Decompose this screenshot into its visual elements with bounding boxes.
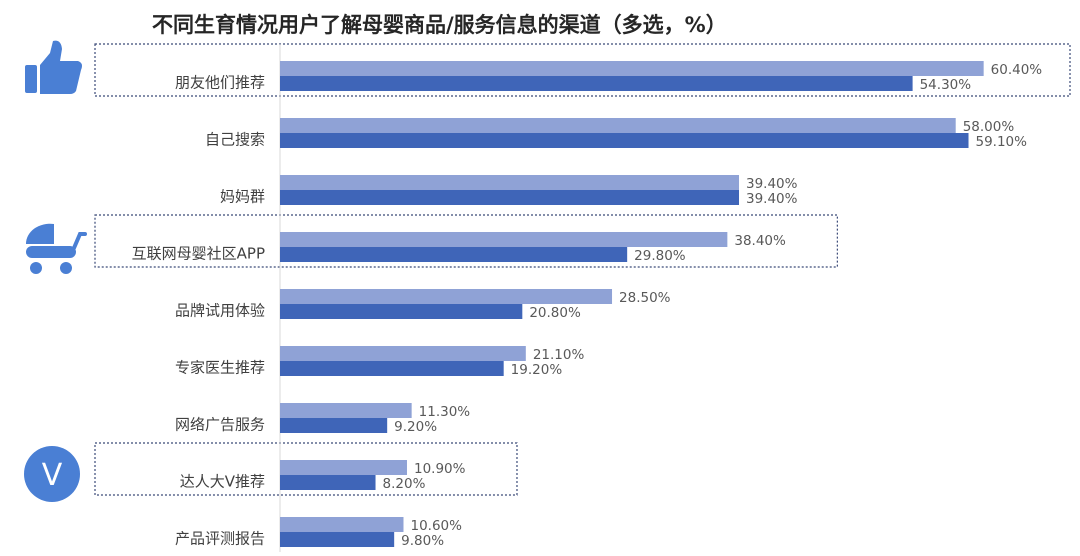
- highlight-boxes: [94, 43, 1071, 496]
- data-label: 39.40%: [746, 176, 798, 192]
- bar: [280, 346, 526, 361]
- data-label: 11.30%: [419, 404, 471, 420]
- v-badge-icon: V: [24, 446, 80, 502]
- chart-title: 不同生育情况用户了解母婴商品/服务信息的渠道（多选，%）: [152, 13, 727, 37]
- data-label: 20.80%: [529, 305, 581, 321]
- data-label: 10.60%: [410, 518, 462, 534]
- bar: [280, 517, 404, 532]
- category-label: 妈妈群: [220, 188, 265, 206]
- data-label: 39.40%: [746, 191, 798, 207]
- highlight-box: [94, 442, 518, 496]
- category-label: 品牌试用体验: [175, 302, 265, 320]
- bar: [280, 532, 395, 547]
- category-label: 达人大V推荐: [180, 473, 265, 491]
- data-label: 21.10%: [533, 347, 585, 363]
- bar: [280, 304, 523, 319]
- category-label: 互联网母婴社区APP: [132, 245, 265, 263]
- bar: [280, 289, 613, 304]
- highlight-box: [94, 214, 838, 268]
- category-label: 网络广告服务: [175, 416, 265, 434]
- v-badge-letter: V: [42, 458, 63, 493]
- category-label: 专家医生推荐: [175, 359, 265, 377]
- bar: [280, 460, 407, 475]
- bar: [280, 475, 376, 490]
- category-icons: V: [24, 40, 87, 502]
- bar: [280, 247, 628, 262]
- data-label: 59.10%: [976, 134, 1028, 150]
- category-label: 朋友他们推荐: [175, 74, 265, 92]
- data-label: 54.30%: [920, 77, 972, 93]
- bars: [279, 44, 984, 552]
- bar: [280, 403, 412, 418]
- bar: [280, 190, 740, 205]
- bar: [280, 133, 969, 148]
- value-labels: 60.40% 54.30% 58.00%59.10% 39.40%39.40% 38.4…: [383, 62, 1043, 549]
- data-label: 60.40%: [991, 62, 1043, 78]
- data-label: 9.20%: [394, 419, 437, 435]
- bar: [280, 76, 913, 91]
- baby-stroller-icon: [25, 223, 87, 274]
- highlight-box: [94, 43, 1071, 97]
- bar: [280, 61, 984, 76]
- category-label: 自己搜索: [205, 131, 265, 149]
- category-label: 产品评测报告: [175, 530, 265, 548]
- data-label: 29.80%: [634, 248, 686, 264]
- bar: [280, 175, 740, 190]
- bar: [280, 418, 388, 433]
- bar: [280, 361, 504, 376]
- data-label: 8.20%: [383, 476, 426, 492]
- bar: [280, 232, 728, 247]
- data-label: 28.50%: [619, 290, 671, 306]
- bar: [280, 118, 956, 133]
- data-label: 9.80%: [401, 533, 444, 549]
- data-label: 19.20%: [511, 362, 563, 378]
- data-label: 38.40%: [734, 233, 786, 249]
- thumbs-up-icon: [25, 40, 82, 94]
- data-label: 58.00%: [963, 119, 1015, 135]
- data-label: 10.90%: [414, 461, 466, 477]
